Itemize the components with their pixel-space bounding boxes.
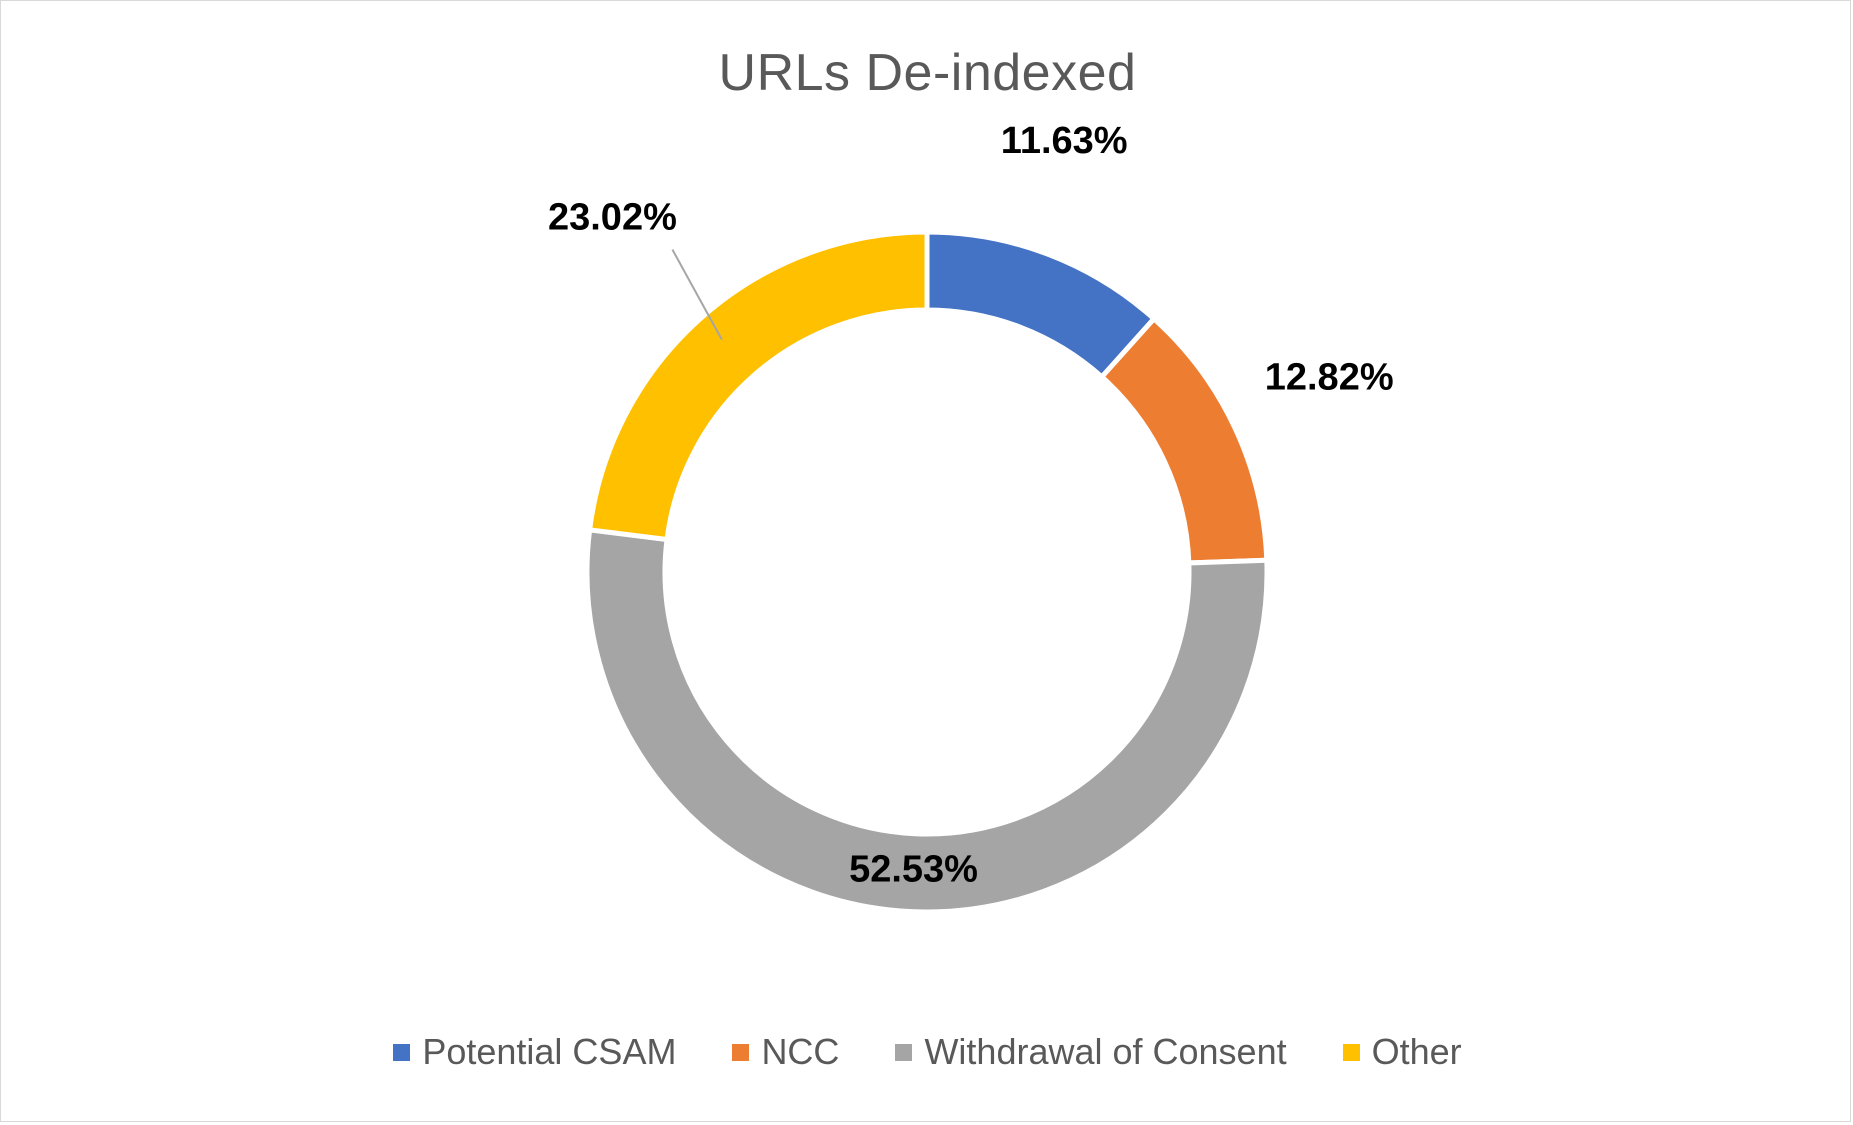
legend-label-other: Other [1371,1031,1462,1072]
legend-swatch-ncc [732,1043,750,1061]
data-label-other: 23.02% [548,197,677,239]
legend-item-withdrawal-of-consent: Withdrawal of Consent [895,1031,1287,1073]
leader-lines [671,249,723,341]
slice-withdrawal-of-consent [584,527,1270,915]
data-label-potential-csam: 11.63% [1001,120,1128,162]
legend-label-withdrawal-of-consent: Withdrawal of Consent [924,1031,1287,1072]
data-label-withdrawal-of-consent: 52.53% [849,849,978,891]
data-labels: 11.63% 12.82% 52.53% 23.02% [548,120,1394,891]
legend-swatch-withdrawal-of-consent [895,1043,913,1061]
legend-item-other: Other [1342,1031,1462,1073]
legend-swatch-potential-csam [393,1043,411,1061]
legend-swatch-other [1342,1043,1360,1061]
legend-item-potential-csam: Potential CSAM [393,1031,676,1073]
slice-ncc [1098,315,1270,566]
legend: Potential CSAM NCC Withdrawal of Consent… [1,1031,1853,1073]
slice-other [586,229,930,543]
leader-line-other [671,249,723,341]
data-label-ncc: 12.82% [1265,356,1394,398]
legend-label-potential-csam: Potential CSAM [422,1031,677,1072]
legend-item-ncc: NCC [732,1031,839,1073]
chart-title: URLs De-indexed [718,44,1137,102]
legend-label-ncc: NCC [761,1031,840,1072]
donut-slices [584,229,1270,915]
